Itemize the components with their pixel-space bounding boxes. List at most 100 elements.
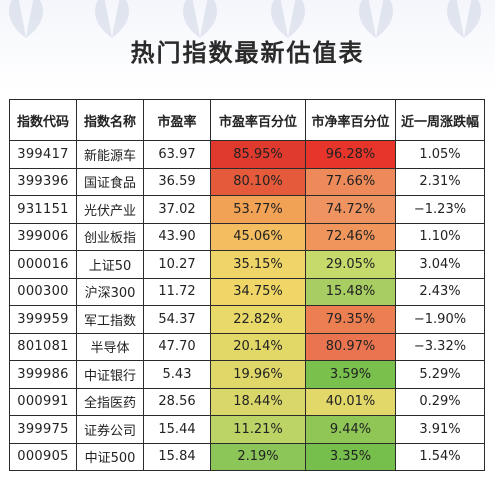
index-name-cell: 中证银行	[76, 360, 144, 389]
weekly-change-cell: 3.91%	[395, 415, 485, 444]
pe-percentile-cell: 53.77%	[210, 195, 306, 224]
table-row: 399975 证券公司 15.44 11.21% 9.44% 3.91%	[9, 415, 485, 444]
pe-cell: 47.70	[143, 332, 211, 361]
index-code-cell: 000016	[9, 250, 77, 279]
index-name-cell: 光伏产业	[76, 195, 144, 224]
petal-watermark-icon	[258, 0, 318, 38]
weekly-change-cell: 1.05%	[395, 140, 485, 169]
weekly-change-cell: −3.32%	[395, 332, 485, 361]
pe-percentile-cell: 11.21%	[210, 415, 306, 444]
table-row: 399986 中证银行 5.43 19.96% 3.59% 5.29%	[9, 360, 485, 389]
pb-percentile-cell: 79.35%	[305, 305, 396, 334]
weekly-change-cell: 5.29%	[395, 360, 485, 389]
table-row: 000300 沪深300 11.72 34.75% 15.48% 2.43%	[9, 277, 485, 306]
pe-percentile-cell: 80.10%	[210, 167, 306, 196]
pe-percentile-cell: 35.15%	[210, 250, 306, 279]
pe-cell: 36.59	[143, 167, 211, 196]
pe-cell: 28.56	[143, 387, 211, 416]
petal-watermark-icon	[82, 0, 142, 38]
column-header: 市盈率百分位	[210, 99, 306, 141]
index-name-cell: 新能源车	[76, 140, 144, 169]
pe-percentile-cell: 18.44%	[210, 387, 306, 416]
weekly-change-cell: 0.29%	[395, 387, 485, 416]
table-row: 000016 上证50 10.27 35.15% 29.05% 3.04%	[9, 250, 485, 279]
index-name-cell: 半导体	[76, 332, 144, 361]
pe-percentile-cell: 45.06%	[210, 222, 306, 251]
weekly-change-cell: 2.43%	[395, 277, 485, 306]
pb-percentile-cell: 72.46%	[305, 222, 396, 251]
index-name-cell: 证券公司	[76, 415, 144, 444]
pb-percentile-cell: 15.48%	[305, 277, 396, 306]
pe-percentile-cell: 85.95%	[210, 140, 306, 169]
table-row: 399959 军工指数 54.37 22.82% 79.35% −1.90%	[9, 305, 485, 334]
index-code-cell: 931151	[9, 195, 77, 224]
index-name-cell: 沪深300	[76, 277, 144, 306]
pe-cell: 37.02	[143, 195, 211, 224]
pe-cell: 15.44	[143, 415, 211, 444]
index-name-cell: 中证500	[76, 442, 144, 471]
weekly-change-cell: 1.54%	[395, 442, 485, 471]
column-header: 近一周涨跌幅	[395, 99, 485, 141]
index-code-cell: 000300	[9, 277, 77, 306]
index-name-cell: 上证50	[76, 250, 144, 279]
table-row: 399417 新能源车 63.97 85.95% 96.28% 1.05%	[9, 140, 485, 169]
index-code-cell: 399986	[9, 360, 77, 389]
column-header: 市净率百分位	[305, 99, 396, 141]
pb-percentile-cell: 3.35%	[305, 442, 396, 471]
pb-percentile-cell: 3.59%	[305, 360, 396, 389]
index-name-cell: 军工指数	[76, 305, 144, 334]
pb-percentile-cell: 80.97%	[305, 332, 396, 361]
index-name-cell: 国证食品	[76, 167, 144, 196]
index-name-cell: 创业板指	[76, 222, 144, 251]
pb-percentile-cell: 29.05%	[305, 250, 396, 279]
table-row: 399396 国证食品 36.59 80.10% 77.66% 2.31%	[9, 167, 485, 196]
pe-percentile-cell: 2.19%	[210, 442, 306, 471]
index-code-cell: 801081	[9, 332, 77, 361]
pe-percentile-cell: 34.75%	[210, 277, 306, 306]
pe-cell: 10.27	[143, 250, 211, 279]
pe-cell: 5.43	[143, 360, 211, 389]
pb-percentile-cell: 9.44%	[305, 415, 396, 444]
pe-percentile-cell: 22.82%	[210, 305, 306, 334]
pe-cell: 43.90	[143, 222, 211, 251]
column-header: 指数名称	[76, 99, 144, 141]
table-header-row: 指数代码 指数名称 市盈率 市盈率百分位 市净率百分位 近一周涨跌幅	[9, 99, 485, 141]
index-code-cell: 399959	[9, 305, 77, 334]
column-header: 市盈率	[143, 99, 211, 141]
index-code-cell: 399975	[9, 415, 77, 444]
pe-percentile-cell: 20.14%	[210, 332, 306, 361]
petal-watermark-icon	[434, 0, 494, 38]
weekly-change-cell: 2.31%	[395, 167, 485, 196]
table-row: 931151 光伏产业 37.02 53.77% 74.72% −1.23%	[9, 195, 485, 224]
page-title: 热门指数最新估值表	[130, 39, 365, 67]
index-code-cell: 399396	[9, 167, 77, 196]
petal-watermark-icon	[170, 0, 230, 38]
valuation-table: 指数代码 指数名称 市盈率 市盈率百分位 市净率百分位 近一周涨跌幅 39941…	[9, 99, 485, 471]
table-row: 801081 半导体 47.70 20.14% 80.97% −3.32%	[9, 332, 485, 361]
weekly-change-cell: −1.23%	[395, 195, 485, 224]
weekly-change-cell: −1.90%	[395, 305, 485, 334]
pb-percentile-cell: 77.66%	[305, 167, 396, 196]
index-code-cell: 399417	[9, 140, 77, 169]
pb-percentile-cell: 40.01%	[305, 387, 396, 416]
table-row: 399006 创业板指 43.90 45.06% 72.46% 1.10%	[9, 222, 485, 251]
pe-cell: 63.97	[143, 140, 211, 169]
pe-cell: 54.37	[143, 305, 211, 334]
pe-cell: 15.84	[143, 442, 211, 471]
table-row: 000991 全指医药 28.56 18.44% 40.01% 0.29%	[9, 387, 485, 416]
petal-watermark-icon	[346, 0, 406, 38]
index-name-cell: 全指医药	[76, 387, 144, 416]
pb-percentile-cell: 74.72%	[305, 195, 396, 224]
pe-percentile-cell: 19.96%	[210, 360, 306, 389]
column-header: 指数代码	[9, 99, 77, 141]
table-row: 000905 中证500 15.84 2.19% 3.35% 1.54%	[9, 442, 485, 471]
index-code-cell: 399006	[9, 222, 77, 251]
petal-watermark-icon	[0, 0, 56, 38]
weekly-change-cell: 3.04%	[395, 250, 485, 279]
pb-percentile-cell: 96.28%	[305, 140, 396, 169]
index-code-cell: 000905	[9, 442, 77, 471]
index-code-cell: 000991	[9, 387, 77, 416]
weekly-change-cell: 1.10%	[395, 222, 485, 251]
pe-cell: 11.72	[143, 277, 211, 306]
